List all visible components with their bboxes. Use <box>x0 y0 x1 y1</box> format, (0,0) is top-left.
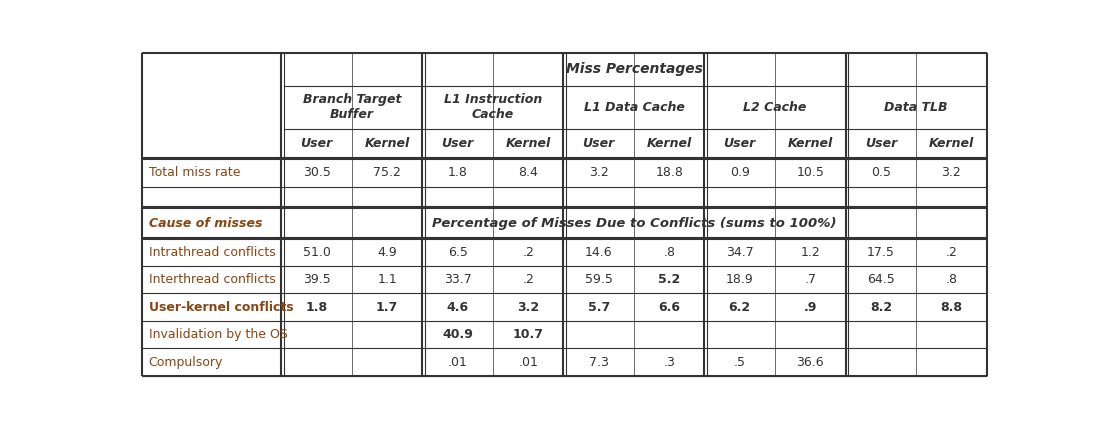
Text: 18.9: 18.9 <box>726 273 753 286</box>
Text: Miss Percentages: Miss Percentages <box>566 62 702 76</box>
Text: Kernel: Kernel <box>646 137 691 151</box>
Text: 51.0: 51.0 <box>303 246 330 259</box>
Text: Kernel: Kernel <box>364 137 410 151</box>
Text: User: User <box>864 137 897 151</box>
Text: 6.2: 6.2 <box>729 301 751 314</box>
Text: .9: .9 <box>804 301 817 314</box>
Text: Kernel: Kernel <box>929 137 974 151</box>
Text: 34.7: 34.7 <box>726 246 753 259</box>
Text: Percentage of Misses Due to Conflicts (sums to 100%): Percentage of Misses Due to Conflicts (s… <box>432 217 836 230</box>
Text: 75.2: 75.2 <box>373 167 401 179</box>
Text: 0.9: 0.9 <box>730 167 750 179</box>
Text: 39.5: 39.5 <box>303 273 330 286</box>
Text: Branch Target
Buffer: Branch Target Buffer <box>303 93 401 121</box>
Text: 8.4: 8.4 <box>519 167 538 179</box>
Text: 3.2: 3.2 <box>941 167 961 179</box>
Text: 5.2: 5.2 <box>658 273 680 286</box>
Text: 30.5: 30.5 <box>303 167 330 179</box>
Text: User: User <box>582 137 614 151</box>
Text: 6.5: 6.5 <box>448 246 468 259</box>
Text: 14.6: 14.6 <box>585 246 612 259</box>
Text: 10.7: 10.7 <box>513 328 544 341</box>
Text: .8: .8 <box>946 273 958 286</box>
Text: .2: .2 <box>522 273 534 286</box>
Text: 1.7: 1.7 <box>375 301 399 314</box>
Text: Kernel: Kernel <box>787 137 833 151</box>
Text: Data TLB: Data TLB <box>884 101 948 114</box>
Text: 33.7: 33.7 <box>444 273 471 286</box>
Text: L1 Instruction
Cache: L1 Instruction Cache <box>444 93 542 121</box>
Text: Compulsory: Compulsory <box>149 355 224 368</box>
Text: 17.5: 17.5 <box>866 246 895 259</box>
Text: .01: .01 <box>448 355 468 368</box>
Text: 7.3: 7.3 <box>589 355 609 368</box>
Text: .8: .8 <box>663 246 675 259</box>
Text: 4.9: 4.9 <box>378 246 397 259</box>
Text: .3: .3 <box>663 355 675 368</box>
Text: Kernel: Kernel <box>505 137 550 151</box>
Text: .2: .2 <box>946 246 957 259</box>
Text: 1.2: 1.2 <box>800 246 820 259</box>
Text: 59.5: 59.5 <box>585 273 612 286</box>
Text: User: User <box>442 137 473 151</box>
Text: 1.1: 1.1 <box>378 273 397 286</box>
Text: 40.9: 40.9 <box>443 328 473 341</box>
Text: 36.6: 36.6 <box>796 355 825 368</box>
Text: 1.8: 1.8 <box>305 301 328 314</box>
Text: .2: .2 <box>522 246 534 259</box>
Text: 1.8: 1.8 <box>448 167 468 179</box>
Text: 3.2: 3.2 <box>517 301 539 314</box>
Text: 3.2: 3.2 <box>589 167 609 179</box>
Text: 10.5: 10.5 <box>796 167 825 179</box>
Text: 0.5: 0.5 <box>871 167 891 179</box>
Text: User: User <box>723 137 756 151</box>
Text: User: User <box>301 137 333 151</box>
Text: 8.8: 8.8 <box>940 301 962 314</box>
Text: 4.6: 4.6 <box>447 301 469 314</box>
Text: L2 Cache: L2 Cache <box>743 101 807 114</box>
Text: Intrathread conflicts: Intrathread conflicts <box>149 246 275 259</box>
Text: 5.7: 5.7 <box>588 301 610 314</box>
Text: .7: .7 <box>805 273 816 286</box>
Text: 8.2: 8.2 <box>870 301 892 314</box>
Text: L1 Data Cache: L1 Data Cache <box>584 101 685 114</box>
Text: User-kernel conflicts: User-kernel conflicts <box>149 301 293 314</box>
Text: 6.6: 6.6 <box>658 301 680 314</box>
Text: .01: .01 <box>519 355 538 368</box>
Text: .5: .5 <box>733 355 745 368</box>
Text: Cause of misses: Cause of misses <box>149 217 262 230</box>
Text: 18.8: 18.8 <box>655 167 683 179</box>
Text: Interthread conflicts: Interthread conflicts <box>149 273 275 286</box>
Text: 64.5: 64.5 <box>866 273 895 286</box>
Text: Total miss rate: Total miss rate <box>149 167 240 179</box>
Text: Invalidation by the OS: Invalidation by the OS <box>149 328 287 341</box>
